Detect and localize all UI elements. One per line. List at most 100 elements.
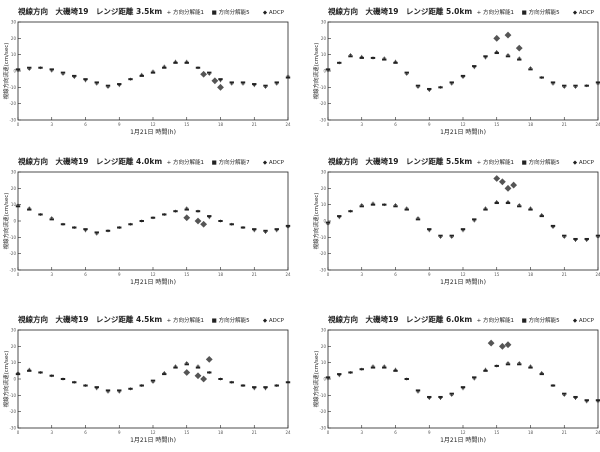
point-dir5 [550,384,556,387]
x-tick-label: 6 [394,122,397,127]
point-dir5 [562,392,567,395]
point-dir5 [83,384,88,387]
point-dir5 [370,203,376,206]
y-tick-label: -10 [9,235,16,240]
x-tick-label: 15 [494,430,500,435]
chart-panel-6: 視線方向 大磯埼19 レンジ距離 6.0km ◆ ADCP ■ 方向分解能5 + 方向… [312,314,600,444]
point-dir5 [150,216,156,219]
y-tick-label: 30 [11,170,17,175]
point-dir5 [38,66,43,69]
point-dir5 [162,213,167,216]
point-adcp [217,83,224,91]
x-axis-label: 1月21日 時間(h) [440,128,486,136]
point-dir5 [438,86,443,89]
series-3 [200,70,224,91]
y-tick-label: -30 [9,268,16,273]
point-dir5 [505,363,511,366]
point-dir5 [505,55,511,58]
point-adcp [510,181,518,189]
point-dir5 [105,229,111,232]
point-dir5 [573,237,578,240]
y-tick-label: 30 [11,328,17,333]
point-dir5 [128,223,133,226]
point-dir5 [117,83,122,86]
point-dir5 [359,56,364,59]
x-tick-label: 0 [17,272,20,277]
point-dir5 [285,224,291,227]
y-tick-label: 10 [11,360,17,365]
point-dir5 [370,366,376,369]
x-axis-label: 1月21日 時間(h) [130,278,176,286]
x-tick-label: 3 [50,272,53,277]
x-tick-label: 6 [394,272,397,277]
x-tick-label: 12 [460,272,466,277]
point-dir5 [139,220,144,222]
point-dir5 [348,210,353,213]
point-dir5 [49,68,54,71]
y-tick-label: -10 [319,393,326,398]
plot-frame [327,329,599,429]
point-dir5 [550,224,556,227]
point-adcp [211,77,219,85]
x-tick-label: 18 [528,122,534,127]
point-dir5 [528,68,533,71]
point-dir5 [173,210,178,213]
point-dir5 [218,78,223,81]
y-axis-label: 視線方向流速(cm/sec) [2,43,10,100]
x-tick-label: 12 [460,122,466,127]
series-3 [487,339,512,350]
point-dir5 [539,76,544,79]
point-dir5 [218,220,223,222]
series-1 [326,200,600,242]
point-dir5 [229,381,234,384]
y-tick-label: -20 [319,409,326,414]
x-tick-label: 21 [562,430,568,435]
x-tick-label: 12 [150,430,156,435]
y-tick-label: 0 [323,219,326,224]
point-dir5 [505,202,511,205]
chart-title: 視線方向 大磯埼19 レンジ距離 4.5km [17,314,162,324]
y-tick-label: 0 [323,377,326,382]
point-dir5 [449,234,454,237]
point-dir5 [38,371,43,374]
point-dir5 [49,374,54,377]
point-dir5 [218,378,223,380]
y-tick-label: 20 [11,344,17,349]
series-1 [16,59,290,89]
point-dir5 [83,78,88,81]
point-dir5 [252,83,257,86]
plot-frame [17,171,289,271]
x-tick-label: 24 [595,272,600,277]
y-tick-label: 30 [321,20,327,25]
chart-legend: ◆ ADCP ■ 方向分解能7 + 方向分解能1 [167,158,285,166]
y-tick-label: -10 [319,85,326,90]
x-tick-label: 15 [184,272,190,277]
point-adcp [200,375,208,383]
point-dir5 [382,203,387,206]
x-tick-label: 21 [252,272,258,277]
series-2 [325,363,600,402]
point-dir5 [60,223,66,226]
legend-entry: ■ 方向分解能5 [522,316,560,324]
chart-panel-1: 視線方向 大磯埼19 レンジ距離 3.5km ◆ ADCP ■ 方向分解能5 + 方向… [2,6,291,136]
point-adcp [194,217,202,225]
x-tick-label: 18 [528,430,534,435]
y-tick-label: -30 [319,118,326,123]
x-tick-label: 6 [84,122,87,127]
x-tick-label: 24 [595,122,600,127]
y-tick-label: -10 [319,235,326,240]
plot-frame [17,329,289,429]
point-dir5 [393,369,398,372]
point-dir5 [562,234,567,237]
point-dir5 [72,226,77,229]
point-dir5 [573,395,578,398]
point-dir5 [415,218,421,221]
y-tick-label: 20 [11,36,17,41]
point-dir5 [404,71,409,74]
point-dir5 [370,56,376,59]
point-dir5 [584,237,589,240]
x-tick-label: 3 [360,430,363,435]
point-dir5 [195,210,201,213]
legend-entry: ■ 方向分解能5 [522,8,560,16]
legend-entry: ■ 方向分解能7 [212,158,250,166]
